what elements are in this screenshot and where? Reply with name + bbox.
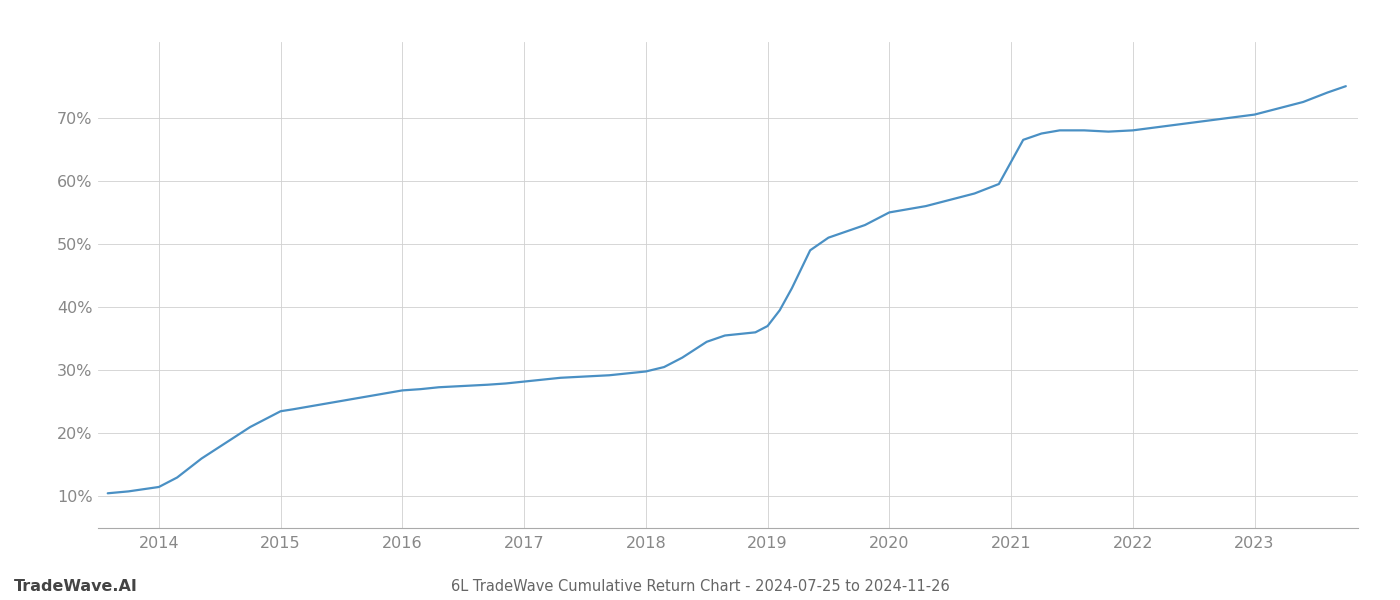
Text: 6L TradeWave Cumulative Return Chart - 2024-07-25 to 2024-11-26: 6L TradeWave Cumulative Return Chart - 2…	[451, 579, 949, 594]
Text: TradeWave.AI: TradeWave.AI	[14, 579, 137, 594]
